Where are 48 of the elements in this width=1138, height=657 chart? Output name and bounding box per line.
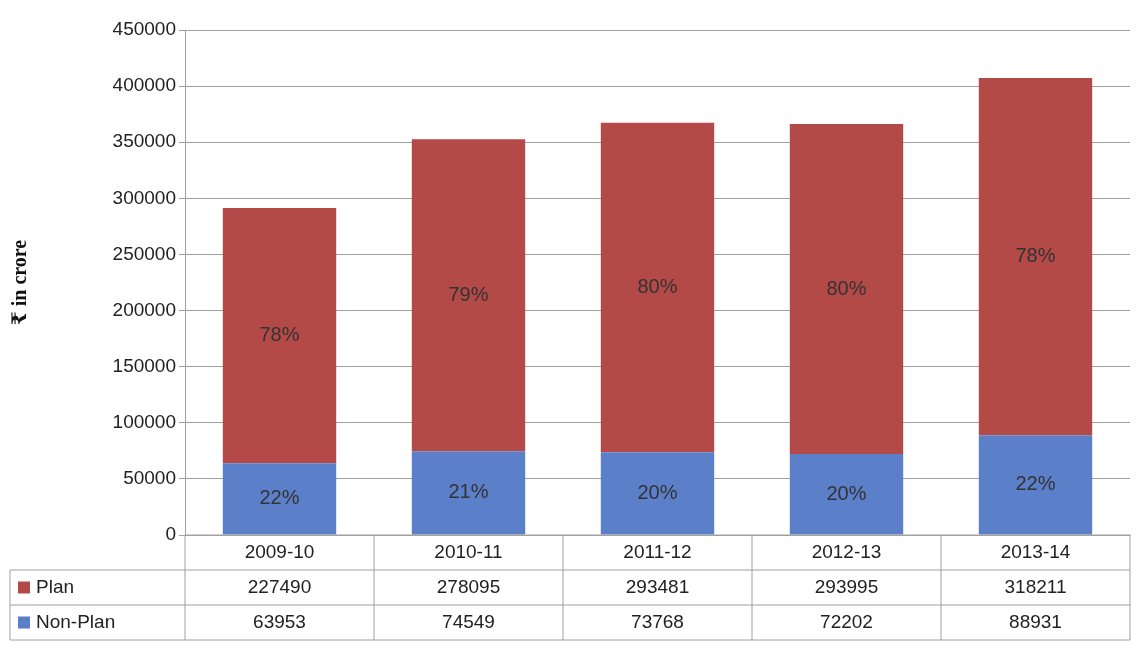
bar <box>600 122 715 453</box>
data-label: 293481 <box>625 575 690 597</box>
bar <box>411 451 526 535</box>
bar <box>978 78 1093 436</box>
annotation: 78% <box>1015 244 1056 267</box>
data-label: 74549 <box>442 610 495 632</box>
y-tick-label: 50000 <box>123 467 176 489</box>
y-tick-label: 250000 <box>112 242 176 264</box>
data-label: 278095 <box>436 575 501 597</box>
data-label: 227490 <box>247 575 312 597</box>
y-tick-label: 350000 <box>112 130 176 152</box>
annotation: 20% <box>637 480 678 503</box>
y-tick-label: 400000 <box>112 74 176 96</box>
data-label: 72202 <box>820 610 873 632</box>
annotation: 80% <box>826 276 867 299</box>
annotation: 22% <box>259 486 300 509</box>
x-tick-label: 2010-11 <box>434 540 503 562</box>
data-label: 73768 <box>631 610 684 632</box>
y-tick-label: 200000 <box>112 298 176 320</box>
data-label: 63953 <box>253 610 306 632</box>
annotation: 78% <box>259 323 300 346</box>
x-tick-label: 2012-13 <box>811 540 882 562</box>
bar <box>789 124 904 454</box>
data-label: 88931 <box>1009 610 1062 632</box>
bar <box>789 453 904 535</box>
x-tick-label: 2009-10 <box>244 540 315 562</box>
bar <box>600 452 715 535</box>
x-tick-label: 2013-14 <box>1000 540 1071 562</box>
y-tick-label: 300000 <box>112 186 176 208</box>
y-tick-label: 0 <box>165 523 176 545</box>
bar <box>978 435 1093 535</box>
y-tick-label: 100000 <box>112 411 176 433</box>
data-label: 318211 <box>1004 575 1067 597</box>
legend-label: Plan <box>36 575 75 597</box>
annotation: 20% <box>826 481 867 504</box>
data-label: 293995 <box>814 575 879 597</box>
annotation: 79% <box>448 282 489 305</box>
legend-label: Non-Plan <box>36 610 116 632</box>
bar <box>222 207 337 464</box>
y-tick-label: 150000 <box>112 354 176 376</box>
annotation: 22% <box>1015 472 1056 495</box>
annotation: 21% <box>448 480 489 503</box>
y-axis-title: ₹ in crore <box>8 239 31 326</box>
y-tick-label: 450000 <box>112 18 176 40</box>
bar <box>411 139 526 452</box>
annotation: 80% <box>637 275 678 298</box>
x-tick-label: 2011-12 <box>623 540 692 562</box>
bar <box>222 463 337 535</box>
